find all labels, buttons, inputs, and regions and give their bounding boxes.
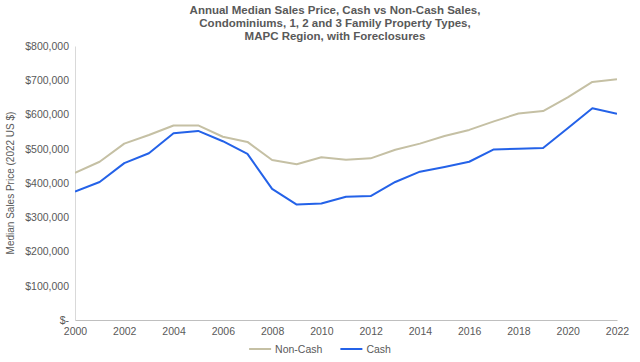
y-axis-line (75, 47, 76, 321)
y-tick-label: $800,000 (25, 40, 69, 52)
y-tick: $800,000 (25, 40, 75, 52)
y-axis: $- $100,000 $200,000 $300,000 $400,000 $500,0… (25, 40, 75, 326)
series-line (75, 79, 617, 173)
y-tick-label: $400,000 (25, 177, 69, 189)
x-tick-label: 2000 (64, 325, 88, 337)
x-tick: 2008 (261, 320, 285, 337)
legend-item: Cash (340, 343, 391, 355)
chart-title: Annual Median Sales Price, Cash vs Non-C… (190, 4, 481, 42)
y-axis-title: Median Sales Price (2022 US $) (5, 112, 16, 255)
title-line: Annual Median Sales Price, Cash vs Non-C… (190, 4, 481, 16)
x-tick-label: 2010 (310, 325, 334, 337)
y-tick: $700,000 (25, 74, 75, 86)
x-tick: 2000 (64, 320, 88, 337)
y-tick: $200,000 (25, 245, 75, 257)
x-tick-label: 2022 (606, 325, 630, 337)
y-tick-label: $- (60, 314, 70, 326)
plot-area (75, 79, 617, 204)
x-tick: 2018 (507, 320, 531, 337)
x-tick: 2004 (162, 320, 186, 337)
legend-label: Non-Cash (275, 343, 322, 355)
y-tick: $500,000 (25, 143, 75, 155)
legend-label: Cash (366, 343, 391, 355)
x-tick-label: 2014 (409, 325, 433, 337)
y-tick-label: $700,000 (25, 74, 69, 86)
y-tick-label: $200,000 (25, 245, 69, 257)
x-tick-label: 2018 (507, 325, 531, 337)
y-tick-label: $600,000 (25, 108, 69, 120)
title-line: MAPC Region, with Foreclosures (245, 30, 426, 42)
x-tick-label: 2012 (359, 325, 383, 337)
x-tick: 2016 (458, 320, 482, 337)
x-axis: 2000 2002 2004 2006 2008 2010 2012 2014 2016 2018… (64, 320, 630, 337)
x-tick: 2014 (409, 320, 433, 337)
legend-swatch (340, 348, 362, 350)
y-tick: $300,000 (25, 211, 75, 223)
x-tick-label: 2006 (212, 325, 236, 337)
legend-swatch (249, 348, 271, 350)
chart: Annual Median Sales Price, Cash vs Non-C… (0, 0, 640, 362)
x-tick-label: 2008 (261, 325, 285, 337)
x-tick: 2002 (113, 320, 137, 337)
x-tick: 2022 (606, 320, 630, 337)
legend: Non-Cash Cash (249, 343, 391, 355)
y-tick: $- (60, 314, 75, 326)
x-tick: 2010 (310, 320, 334, 337)
x-tick-label: 2016 (458, 325, 482, 337)
x-tick: 2012 (359, 320, 383, 337)
y-tick-label: $100,000 (25, 280, 69, 292)
x-tick: 2020 (557, 320, 581, 337)
title-line: Condominiums, 1, 2 and 3 Family Property… (199, 17, 470, 29)
x-tick-label: 2002 (113, 325, 137, 337)
series-line (75, 108, 617, 204)
x-axis-line (76, 320, 618, 321)
y-tick: $600,000 (25, 108, 75, 120)
x-tick: 2006 (212, 320, 236, 337)
y-tick-label: $300,000 (25, 211, 69, 223)
legend-item: Non-Cash (249, 343, 322, 355)
y-tick: $400,000 (25, 177, 75, 189)
y-tick-label: $500,000 (25, 143, 69, 155)
x-tick-label: 2004 (162, 325, 186, 337)
y-tick: $100,000 (25, 280, 75, 292)
x-tick-label: 2020 (557, 325, 581, 337)
